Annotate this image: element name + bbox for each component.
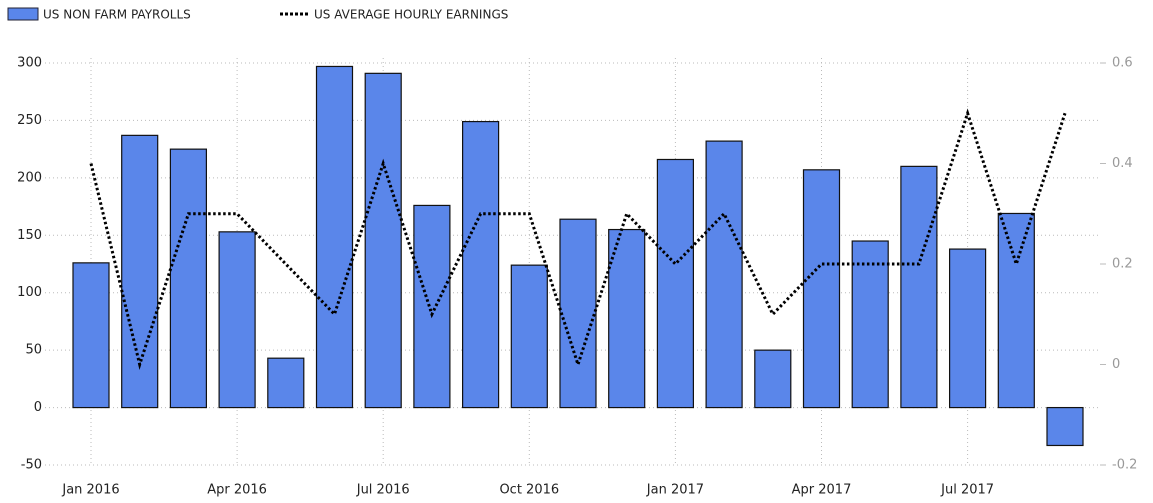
x-tick-label: Apr 2017 xyxy=(792,483,852,498)
y-tick-label: 250 xyxy=(17,113,42,128)
bar xyxy=(851,240,889,409)
line xyxy=(89,108,1067,371)
y2-tick-label: -0.2 xyxy=(1112,458,1137,473)
legend-swatch-bar xyxy=(7,7,39,21)
y2-tick-label: 0.2 xyxy=(1112,257,1133,272)
x-tick-label: Jul 2017 xyxy=(940,483,994,498)
x-tick-label: Apr 2016 xyxy=(207,483,267,498)
y-tick-label: 0 xyxy=(34,400,42,415)
bar xyxy=(72,262,110,409)
bar xyxy=(656,158,695,409)
bar xyxy=(997,212,1035,409)
bar xyxy=(121,134,159,409)
legend-label: US NON FARM PAYROLLS xyxy=(43,8,191,22)
bar xyxy=(802,169,841,409)
y2-tick-label: 0.6 xyxy=(1112,56,1133,71)
bar xyxy=(510,264,548,409)
y2-tick-label: 0 xyxy=(1112,357,1120,372)
bar xyxy=(462,120,500,409)
bar xyxy=(608,228,646,409)
x-tick-label: Jul 2016 xyxy=(356,483,410,498)
bar xyxy=(169,148,207,409)
bar xyxy=(559,218,597,409)
bar xyxy=(1046,406,1084,447)
bar xyxy=(900,165,938,409)
y-tick-label: -50 xyxy=(21,458,42,473)
x-tick-label: Jan 2017 xyxy=(646,483,704,498)
y-tick-label: 200 xyxy=(17,170,42,185)
bar xyxy=(948,248,987,409)
bar xyxy=(413,204,451,409)
y-tick-label: 100 xyxy=(17,285,42,300)
bar xyxy=(705,140,743,409)
y-tick-label: 300 xyxy=(17,56,42,71)
y-tick-label: 150 xyxy=(17,228,42,243)
bar xyxy=(315,65,354,409)
y-tick-label: 50 xyxy=(25,343,42,358)
bar xyxy=(364,72,402,409)
bar xyxy=(218,231,256,409)
bar xyxy=(754,349,792,409)
legend-label: US AVERAGE HOURLY EARNINGS xyxy=(314,8,508,22)
y2-tick-label: 0.4 xyxy=(1112,156,1133,171)
bar xyxy=(267,357,305,409)
x-tick-label: Oct 2016 xyxy=(499,483,559,498)
x-tick-label: Jan 2016 xyxy=(61,483,119,498)
